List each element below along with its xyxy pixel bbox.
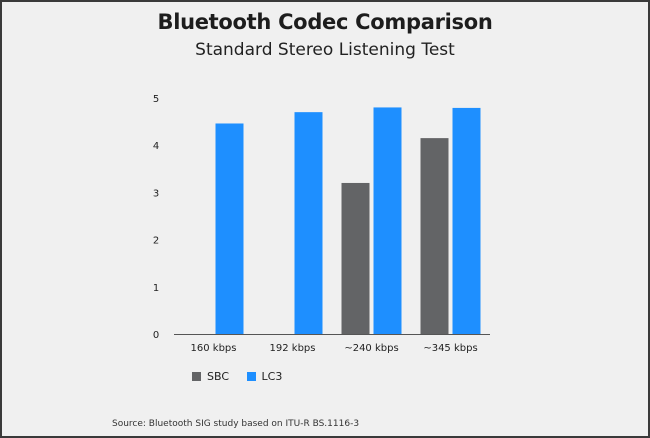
legend-item-sbc: SBC <box>192 370 229 383</box>
legend-swatch-lc3 <box>246 372 256 381</box>
bar-sbc-2 <box>341 182 370 334</box>
legend-label-lc3: LC3 <box>261 370 283 383</box>
chart-title: Bluetooth Codec Comparison <box>157 10 493 34</box>
x-tick-label: 192 kbps <box>270 343 316 354</box>
chart-legend: SBC LC3 <box>192 370 296 386</box>
x-tick-label: ~345 kbps <box>423 343 477 354</box>
y-tick-label: 5 <box>153 94 159 105</box>
legend-label-sbc: SBC <box>207 370 230 383</box>
y-tick-label: 4 <box>153 141 159 152</box>
bar-lc3-1 <box>294 112 323 334</box>
bar-lc3-0 <box>215 123 244 334</box>
y-tick-label: 3 <box>153 188 159 199</box>
y-tick-label: 0 <box>153 330 159 341</box>
bar-lc3-3 <box>452 107 481 334</box>
source-note: Source: Bluetooth SIG study based on ITU… <box>112 419 360 429</box>
legend-swatch-sbc <box>192 372 201 381</box>
x-tick-label: ~240 kbps <box>344 343 398 354</box>
legend-item-lc3: LC3 <box>246 370 283 383</box>
bar-sbc-3 <box>420 138 449 334</box>
y-tick-label: 2 <box>153 236 159 247</box>
y-tick-label: 1 <box>153 283 159 294</box>
x-tick-label: 160 kbps <box>191 343 237 354</box>
bar-lc3-2 <box>373 107 402 334</box>
chart-subtitle: Standard Stereo Listening Test <box>195 40 455 60</box>
